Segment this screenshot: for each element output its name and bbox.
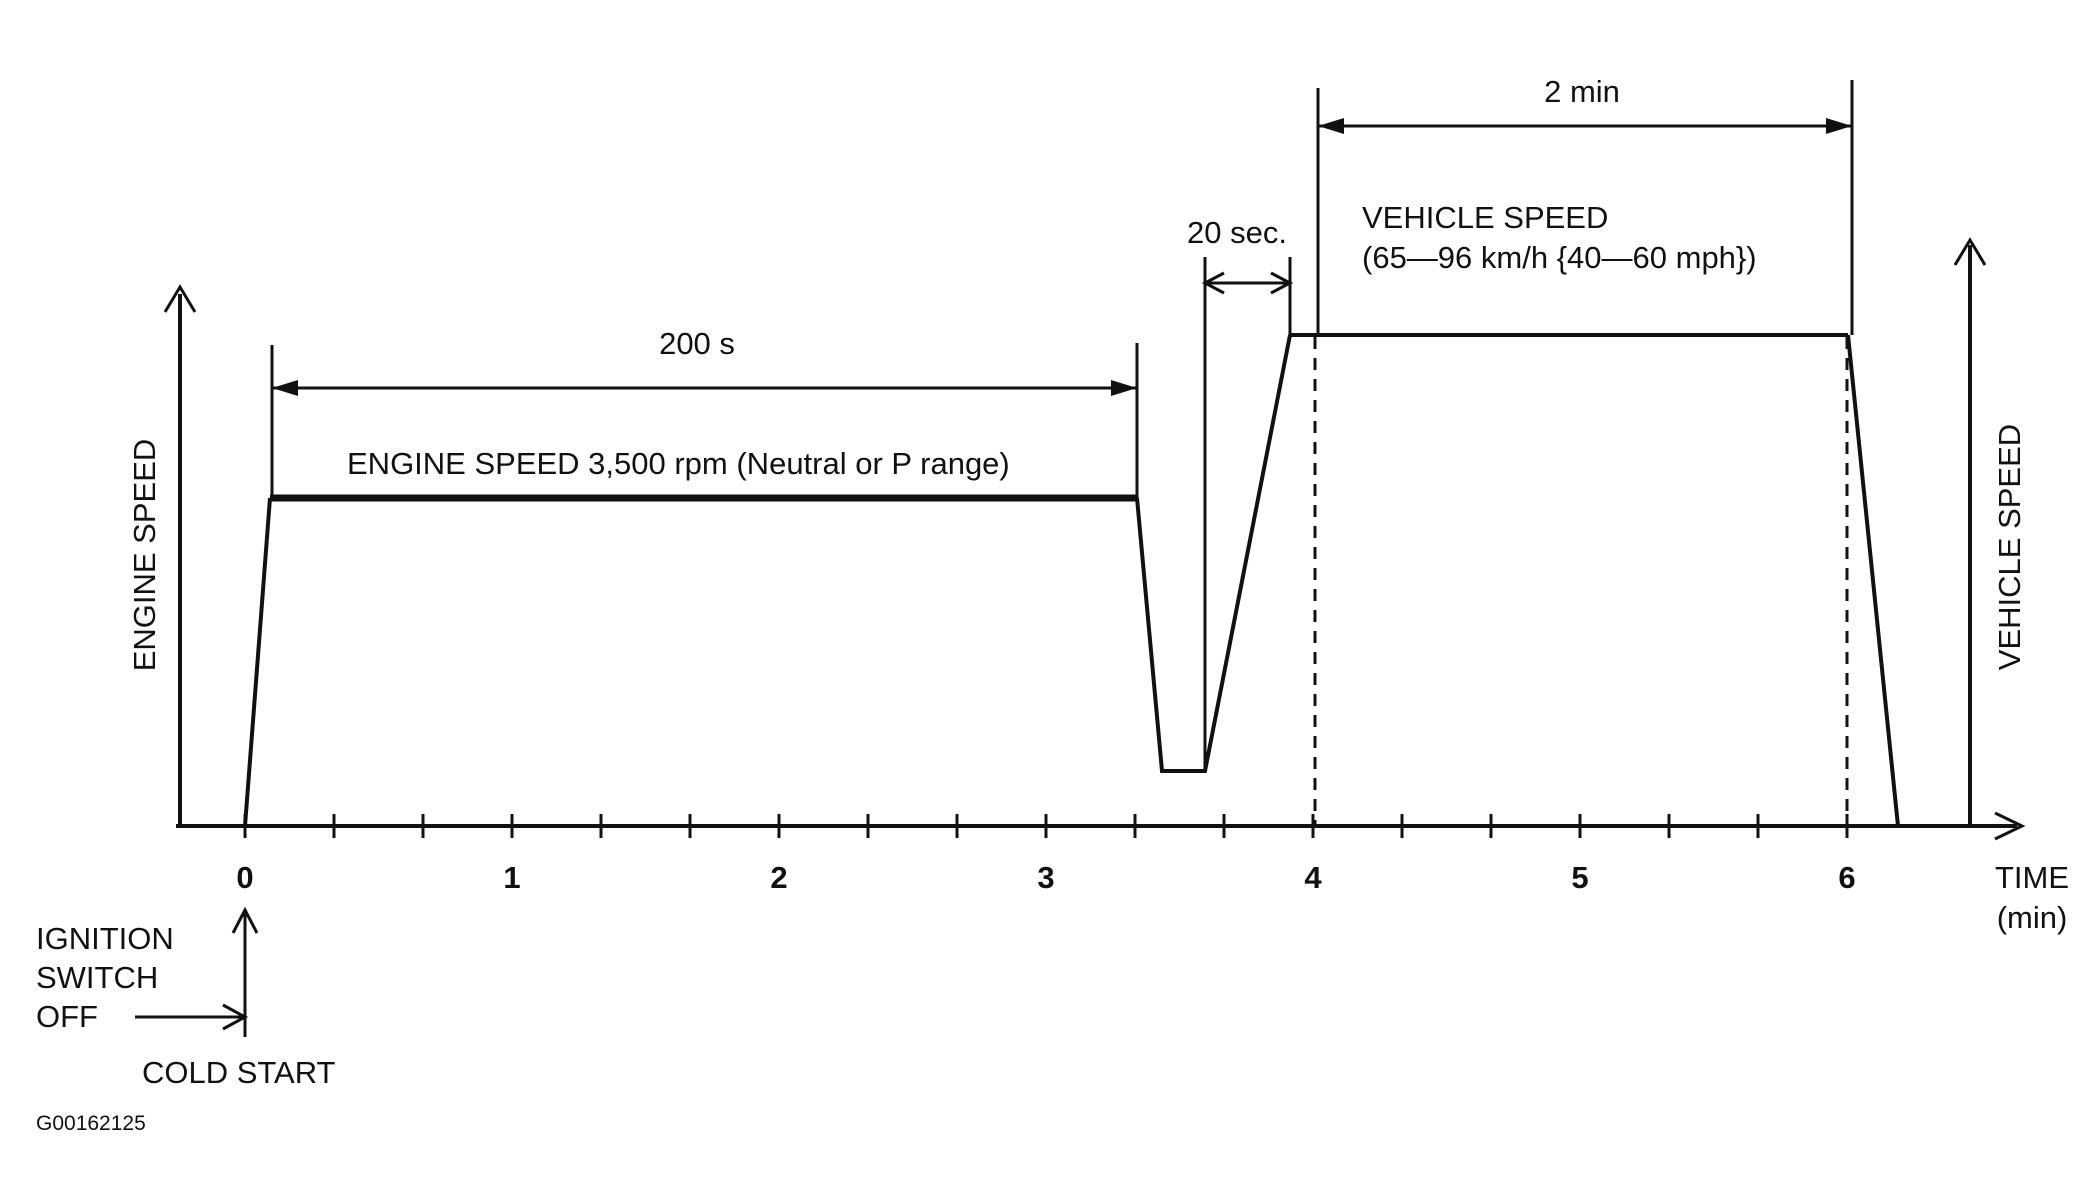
figure-code: G00162125 (36, 1112, 146, 1135)
x-axis-label-unit: (min) (1997, 900, 2068, 935)
tick-label: 0 (236, 860, 253, 895)
y-axis-vehicle-speed-label: VEHICLE SPEED (1992, 424, 2027, 670)
arrowhead-right-icon (1111, 380, 1137, 396)
x-axis-label-time: TIME (1995, 860, 2069, 895)
vehicle-ramp-down-line (1846, 334, 1900, 827)
tick-label: 3 (1037, 860, 1054, 895)
arrowhead-right-icon (1826, 118, 1852, 134)
arrowhead-left-icon (1318, 118, 1344, 134)
y-axis-vehicle-arrow-icon (1953, 237, 1987, 266)
engine-speed-annotation: ENGINE SPEED 3,500 rpm (Neutral or P ran… (347, 446, 1010, 481)
ignition-label-line3: OFF (36, 999, 98, 1034)
cold-start-label: COLD START (142, 1055, 336, 1090)
x-tick-labels: 0 1 2 3 4 5 6 (236, 860, 1855, 895)
arrowhead-left-icon (272, 380, 298, 396)
arrowhead-left-icon (1201, 271, 1225, 295)
dimension-20sec: 20 sec. (1187, 215, 1294, 771)
axes (163, 237, 2026, 841)
duration-20sec-label: 20 sec. (1187, 215, 1287, 250)
duration-2min-label: 2 min (1544, 74, 1620, 109)
dimension-200s: 200 s (270, 326, 1139, 498)
x-axis-arrow-icon (1994, 811, 2026, 841)
tick-label: 5 (1571, 860, 1588, 895)
arrowhead-right-icon (1270, 271, 1294, 295)
cold-start-up-arrow-icon (231, 906, 259, 934)
ignition-label-line1: IGNITION (36, 921, 174, 956)
dimension-2min: 2 min (1316, 74, 1854, 335)
tick-label: 6 (1838, 860, 1855, 895)
ignition-right-arrow-icon (222, 1003, 249, 1031)
duration-200s-label: 200 s (659, 326, 735, 361)
y-axis-engine-arrow-icon (163, 284, 197, 313)
tick-label: 2 (770, 860, 787, 895)
vehicle-speed-annotation-range: (65—96 km/h {40—60 mph}) (1362, 240, 1757, 275)
y-axis-engine-speed-label: ENGINE SPEED (127, 439, 162, 672)
speed-trace (243, 333, 1900, 827)
ignition-marker: IGNITION SWITCH OFF COLD START (36, 906, 336, 1090)
vehicle-speed-annotation-title: VEHICLE SPEED (1362, 200, 1608, 235)
engine-ramp-up-line (243, 497, 272, 827)
tick-label: 4 (1304, 860, 1322, 895)
tick-label: 1 (503, 860, 520, 895)
engine-ramp-down-line (1135, 334, 1292, 773)
ignition-label-line2: SWITCH (36, 960, 158, 995)
minor-tick-marks (332, 814, 1760, 838)
